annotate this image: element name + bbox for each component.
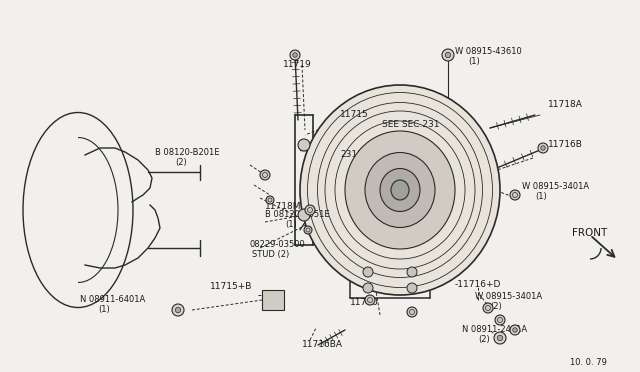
Text: (1): (1)	[285, 220, 297, 229]
Text: B 08120-B351E: B 08120-B351E	[265, 210, 330, 219]
Text: (1): (1)	[468, 57, 480, 66]
Text: 11716B: 11716B	[548, 140, 583, 149]
Circle shape	[442, 49, 454, 61]
Text: 11710: 11710	[350, 298, 379, 307]
Circle shape	[510, 190, 520, 200]
Text: 11716BA: 11716BA	[302, 340, 343, 349]
Text: N 08911-2401A: N 08911-2401A	[462, 325, 527, 334]
Ellipse shape	[391, 180, 409, 200]
Circle shape	[260, 170, 270, 180]
Ellipse shape	[300, 85, 500, 295]
Text: 11715+B: 11715+B	[210, 282, 252, 291]
Text: SEE SEC.231: SEE SEC.231	[382, 120, 440, 129]
Text: W 08915-43610: W 08915-43610	[455, 47, 522, 56]
Ellipse shape	[365, 153, 435, 228]
Text: (1): (1)	[535, 192, 547, 201]
Circle shape	[497, 335, 502, 341]
Circle shape	[407, 267, 417, 277]
Circle shape	[541, 146, 545, 150]
Circle shape	[363, 283, 373, 293]
Circle shape	[407, 307, 417, 317]
Text: FRONT: FRONT	[572, 228, 607, 238]
Text: (2): (2)	[490, 302, 502, 311]
Circle shape	[365, 295, 375, 305]
Text: 11718M: 11718M	[265, 202, 301, 211]
Circle shape	[510, 325, 520, 335]
Text: STUD (2): STUD (2)	[252, 250, 289, 259]
Text: 10. 0. 79: 10. 0. 79	[570, 358, 607, 367]
Text: 11715: 11715	[340, 110, 369, 119]
Text: 11719: 11719	[283, 60, 312, 69]
Text: W 08915-3401A: W 08915-3401A	[475, 292, 542, 301]
Circle shape	[363, 267, 373, 277]
Circle shape	[172, 304, 184, 316]
Circle shape	[298, 139, 310, 151]
Ellipse shape	[380, 169, 420, 212]
Circle shape	[495, 315, 505, 325]
Text: N 08911-6401A: N 08911-6401A	[80, 295, 145, 304]
Circle shape	[445, 52, 451, 58]
Text: 08229-03500: 08229-03500	[250, 240, 306, 249]
Circle shape	[305, 205, 315, 215]
Circle shape	[513, 328, 517, 332]
Text: 23100C: 23100C	[340, 150, 375, 159]
Circle shape	[290, 50, 300, 60]
Text: (2): (2)	[175, 158, 187, 167]
Circle shape	[292, 53, 297, 57]
Text: B 08120-B201E: B 08120-B201E	[155, 148, 220, 157]
Circle shape	[483, 303, 493, 313]
Text: (1): (1)	[98, 305, 109, 314]
Text: -11716+D: -11716+D	[455, 280, 501, 289]
FancyBboxPatch shape	[262, 290, 284, 310]
Text: (2): (2)	[478, 335, 490, 344]
Text: 11718A: 11718A	[548, 100, 583, 109]
Circle shape	[304, 226, 312, 234]
Ellipse shape	[345, 131, 455, 249]
Circle shape	[298, 209, 310, 221]
Circle shape	[266, 196, 274, 204]
Circle shape	[407, 283, 417, 293]
Circle shape	[538, 143, 548, 153]
Circle shape	[494, 332, 506, 344]
Circle shape	[175, 307, 180, 313]
Text: W 08915-3401A: W 08915-3401A	[522, 182, 589, 191]
